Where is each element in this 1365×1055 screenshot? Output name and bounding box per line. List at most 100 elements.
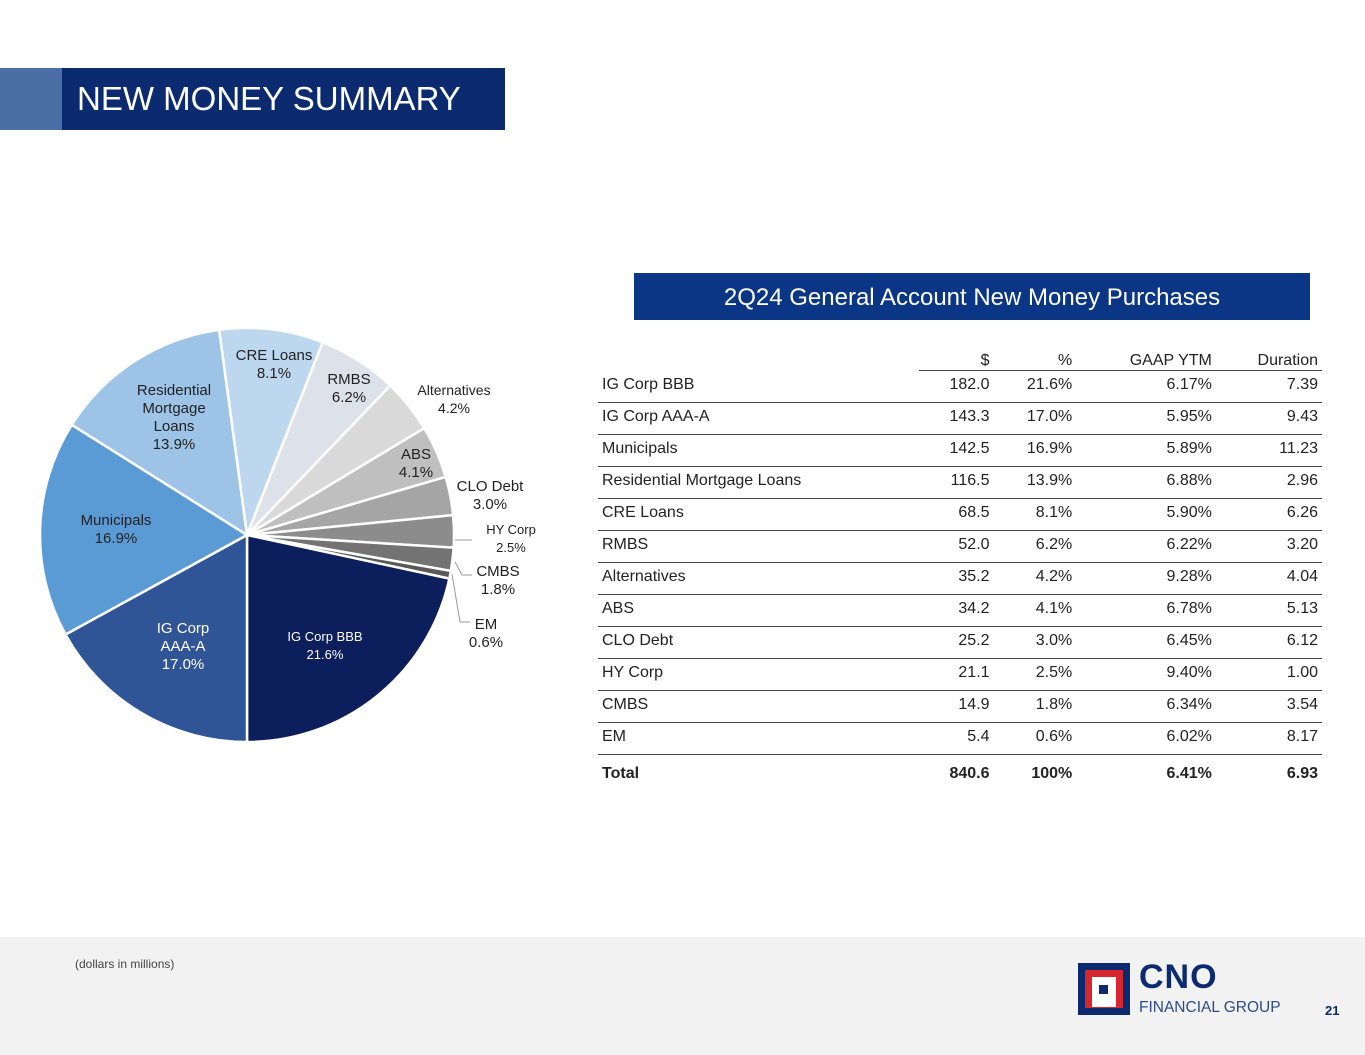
pie-label: EM 0.6% (469, 616, 503, 652)
table-row: CRE Loans 68.5 8.1% 5.90% 6.26 (598, 498, 1322, 531)
table-row: Municipals 142.5 16.9% 5.89% 11.23 (598, 434, 1322, 467)
cell-percent: 13.9% (993, 466, 1077, 499)
cell-percent: 21.6% (993, 370, 1077, 403)
col-header-ytm: GAAP YTM (1076, 348, 1216, 371)
cell-duration: 4.04 (1215, 562, 1322, 595)
table-row: IG Corp BBB 182.0 21.6% 6.17% 7.39 (598, 370, 1322, 403)
cell-amount: 182.0 (919, 370, 994, 403)
pie-slice-ig-corp-bbb (245, 533, 451, 744)
pie-label-value: 3.0% (472, 496, 508, 513)
total-amount: 840.6 (919, 754, 994, 793)
cell-duration: 11.23 (1215, 434, 1322, 467)
table-row: RMBS 52.0 6.2% 6.22% 3.20 (598, 530, 1322, 563)
pie-slice-ig-corp-aaa-a (63, 532, 249, 744)
pie-label: Alternatives 4.2% (417, 381, 490, 417)
cell-amount: 25.2 (919, 626, 994, 659)
pie-label-name: HY Corp (486, 522, 536, 537)
cell-ytm: 6.02% (1076, 722, 1216, 755)
pie-label: HY Corp 2.5% (486, 521, 536, 557)
cell-duration: 3.20 (1215, 530, 1322, 563)
cell-ytm: 6.88% (1076, 466, 1216, 499)
total-ytm: 6.41% (1076, 754, 1216, 793)
pie-label-value: 4.2% (438, 400, 470, 416)
pie-label-name: ABS (400, 446, 432, 463)
cell-percent: 17.0% (993, 402, 1077, 435)
pie-label: ABS 4.1% (399, 446, 433, 482)
pie-label: IG Corp BBB 21.6% (287, 628, 362, 664)
cell-amount: 116.5 (919, 466, 994, 499)
pie-slice-municipals (38, 423, 250, 637)
cell-percent: 0.6% (993, 722, 1077, 755)
pie-label: Residential Mortgage Loans 13.9% (129, 382, 219, 454)
cell-ytm: 9.28% (1076, 562, 1216, 595)
cell-amount: 52.0 (919, 530, 994, 563)
pie-slice-residential-mortgage-loans (70, 328, 249, 538)
pie-label-name: EM (474, 616, 498, 633)
pie-label-name: RMBS (327, 371, 371, 388)
cell-amount: 14.9 (919, 690, 994, 723)
pie-label-value: 17.0% (161, 656, 205, 673)
col-header-label (598, 348, 919, 371)
table-row: CMBS 14.9 1.8% 6.34% 3.54 (598, 690, 1322, 723)
cell-label: RMBS (598, 530, 920, 563)
pie-label: CRE Loans 8.1% (236, 347, 313, 383)
cell-ytm: 5.89% (1076, 434, 1216, 467)
pie-label-name: CLO Debt (456, 478, 524, 495)
table-row: Alternatives 35.2 4.2% 9.28% 4.04 (598, 562, 1322, 595)
cell-ytm: 9.40% (1076, 658, 1216, 691)
cell-duration: 6.26 (1215, 498, 1322, 531)
cell-percent: 2.5% (993, 658, 1077, 691)
cell-label: Alternatives (598, 562, 920, 595)
title-accent (0, 68, 62, 130)
page-title: NEW MONEY SUMMARY (62, 68, 505, 130)
footer (0, 937, 1365, 1055)
cell-amount: 35.2 (919, 562, 994, 595)
purchases-table: $ % GAAP YTM Duration IG Corp BBB 182.0 21… (598, 348, 1322, 793)
leader-line (451, 573, 470, 623)
cell-ytm: 6.45% (1076, 626, 1216, 659)
pie-label-name: Municipals (80, 512, 152, 529)
cell-percent: 6.2% (993, 530, 1077, 563)
cell-duration: 8.17 (1215, 722, 1322, 755)
pie-label-name: IG Corp BBB (287, 629, 363, 644)
total-label: Total (598, 754, 920, 793)
cell-label: HY Corp (598, 658, 920, 691)
logo-text: CNO (1139, 958, 1218, 996)
table-title: 2Q24 General Account New Money Purchases (634, 273, 1310, 320)
cell-amount: 142.5 (919, 434, 994, 467)
cell-label: Municipals (598, 434, 920, 467)
cell-label: IG Corp AAA-A (598, 402, 920, 435)
pie-label-name: CRE Loans (235, 347, 313, 364)
logo-subtext: FINANCIAL GROUP (1139, 999, 1281, 1016)
col-header-amount: $ (919, 348, 994, 371)
total-percent: 100% (993, 754, 1077, 793)
cell-percent: 3.0% (993, 626, 1077, 659)
cell-duration: 1.00 (1215, 658, 1322, 691)
cell-percent: 16.9% (993, 434, 1077, 467)
pie-label-name: CMBS (476, 563, 520, 580)
pie-label-value: 6.2% (331, 389, 367, 406)
total-duration: 6.93 (1215, 754, 1322, 793)
cell-ytm: 5.95% (1076, 402, 1216, 435)
pie-slice-cre-loans (217, 326, 325, 540)
table-row: ABS 34.2 4.1% 6.78% 5.13 (598, 594, 1322, 627)
cell-duration: 6.12 (1215, 626, 1322, 659)
cell-duration: 7.39 (1215, 370, 1322, 403)
cell-percent: 1.8% (993, 690, 1077, 723)
cell-amount: 143.3 (919, 402, 994, 435)
cell-ytm: 5.90% (1076, 498, 1216, 531)
pie-label-value: 2.5% (496, 540, 526, 555)
cell-ytm: 6.22% (1076, 530, 1216, 563)
pie-label-value: 0.6% (468, 634, 504, 651)
cell-ytm: 6.17% (1076, 370, 1216, 403)
col-header-duration: Duration (1215, 348, 1322, 371)
cell-label: Residential Mortgage Loans (598, 466, 920, 499)
cell-label: CLO Debt (598, 626, 920, 659)
pie-label: CLO Debt 3.0% (457, 478, 524, 514)
leader-line (454, 561, 472, 576)
pie-label-value: 1.8% (480, 581, 516, 598)
footnote: (dollars in millions) (75, 957, 175, 971)
cell-amount: 68.5 (919, 498, 994, 531)
pie-label: Municipals 16.9% (81, 512, 152, 548)
cell-label: EM (598, 722, 920, 755)
